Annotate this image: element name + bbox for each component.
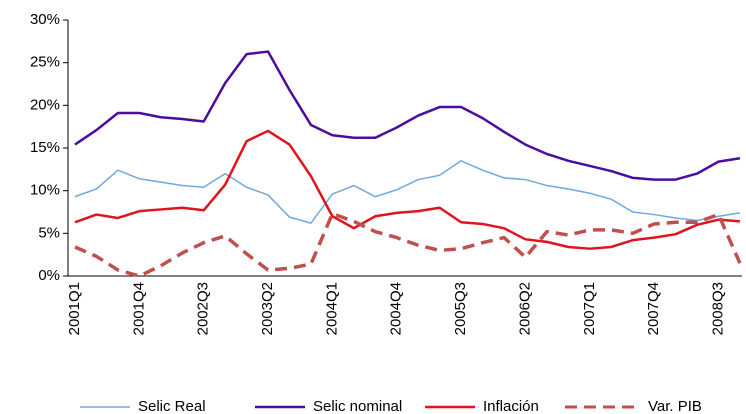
series-line [74, 129, 741, 250]
x-tick-label: 2001Q4 [130, 282, 147, 335]
legend-label: Selic nominal [313, 398, 402, 414]
y-tick-label: 20% [30, 96, 60, 113]
x-tick-label: 2008Q3 [709, 282, 726, 335]
legend-label: Inflación [483, 398, 539, 414]
x-tick-label: 2007Q4 [645, 282, 662, 335]
series-line [74, 160, 741, 224]
y-tick-label: 30% [30, 11, 60, 28]
x-tick-label: 2003Q2 [259, 282, 276, 335]
legend-label: Selic Real [138, 398, 206, 414]
series-line [74, 50, 741, 181]
y-tick-label: 15% [30, 139, 60, 156]
y-tick-label: 5% [38, 224, 60, 241]
x-tick-label: 2006Q2 [516, 282, 533, 335]
y-tick-label: 10% [30, 182, 60, 199]
x-tick-label: 2004Q4 [388, 282, 405, 335]
x-tick-label: 2004Q1 [323, 282, 340, 335]
y-tick-label: 0% [38, 267, 60, 284]
y-tick-label: 25% [30, 54, 60, 71]
x-tick-label: 2005Q3 [452, 282, 469, 335]
x-tick-label: 2001Q1 [66, 282, 83, 335]
x-tick-label: 2007Q1 [581, 282, 598, 335]
x-tick-label: 2002Q3 [195, 282, 212, 335]
series-line [74, 211, 742, 278]
legend-label: Var. PIB [648, 398, 702, 414]
